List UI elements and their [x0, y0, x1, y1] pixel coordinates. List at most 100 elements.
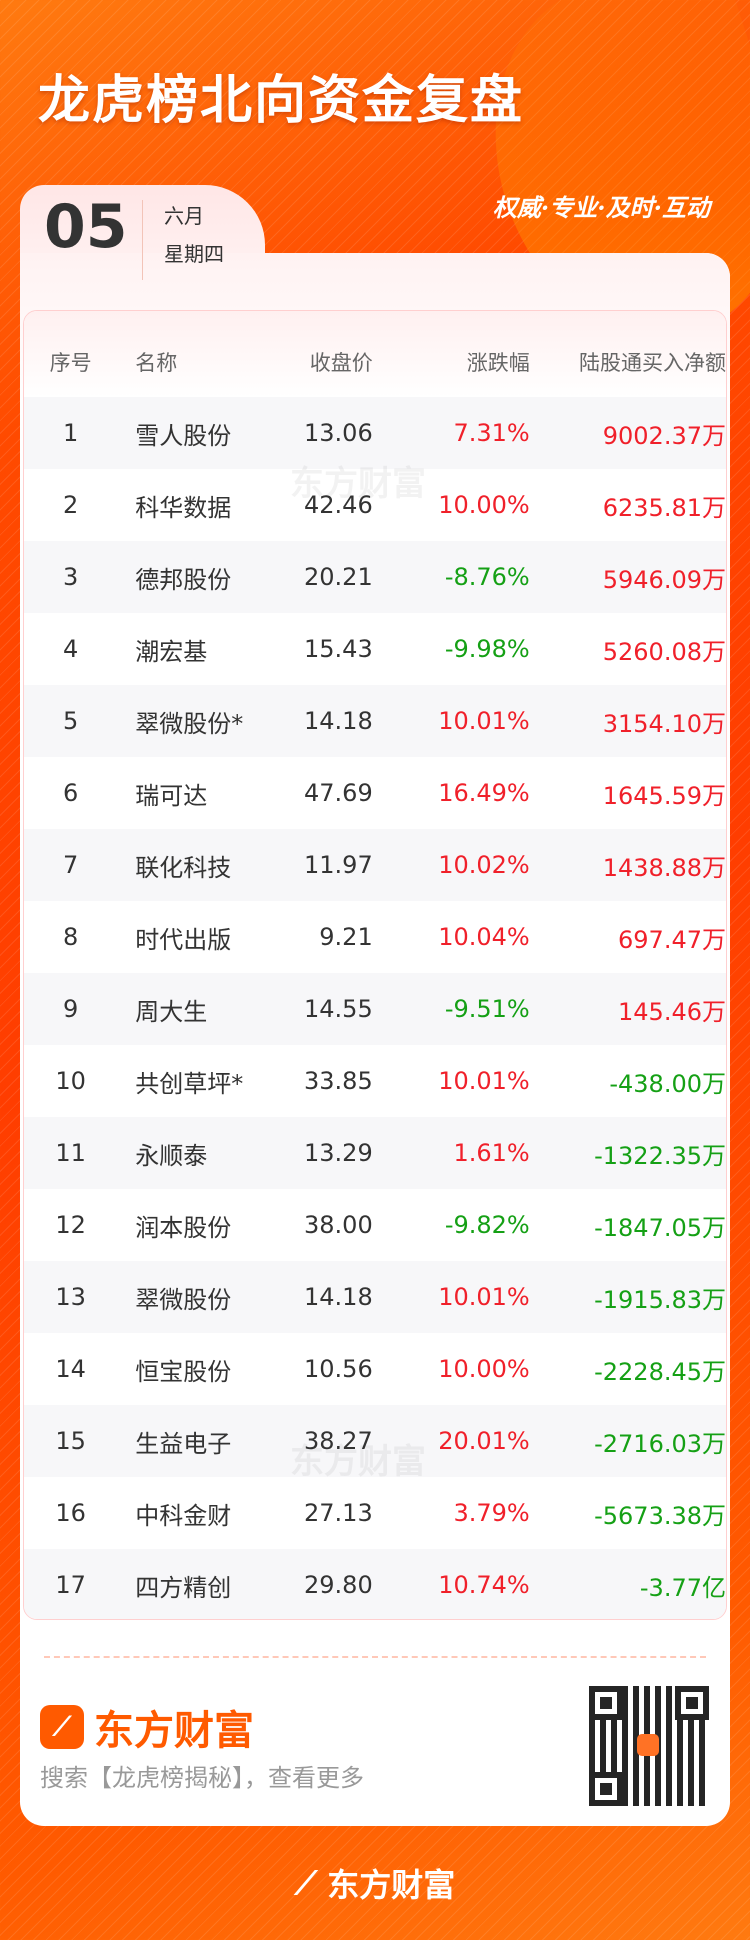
net-buy: -2716.03万 — [594, 1429, 726, 1458]
change-pct: 16.49% — [438, 779, 530, 807]
stock-name[interactable]: 四方精创 — [135, 1573, 232, 1602]
stock-name[interactable]: 科华数据 — [135, 493, 232, 522]
net-buy: -3.77亿 — [639, 1573, 726, 1602]
date-month: 六月 — [164, 204, 204, 228]
close-price: 13.29 — [304, 1139, 373, 1167]
table-row: 15 生益电子 38.27 20.01% -2716.03万 — [24, 1405, 726, 1477]
rank: 11 — [55, 1139, 86, 1167]
stock-name[interactable]: 润本股份 — [135, 1213, 232, 1242]
table-header: 序号 名称 收盘价 涨跌幅 陆股通买入净额 — [24, 311, 726, 397]
footer-brand: ⟋ 东方财富 — [0, 1860, 750, 1906]
change-pct: -9.98% — [444, 635, 530, 663]
rank: 4 — [62, 635, 79, 663]
search-hint: 搜索【龙虎榜揭秘】，查看更多 — [40, 1764, 364, 1792]
rank: 1 — [62, 419, 79, 447]
change-pct: 7.31% — [453, 419, 530, 447]
change-pct: -9.51% — [444, 995, 530, 1023]
stock-name[interactable]: 瑞可达 — [135, 781, 208, 810]
close-price: 38.00 — [304, 1211, 373, 1239]
close-price: 9.21 — [319, 923, 373, 951]
net-buy: 9002.37万 — [602, 421, 726, 450]
close-price: 33.85 — [304, 1067, 373, 1095]
rank: 10 — [55, 1067, 86, 1095]
rank: 17 — [55, 1571, 86, 1599]
col-change: 涨跌幅 — [466, 351, 530, 375]
table-row: 16 中科金财 27.13 3.79% -5673.38万 — [24, 1477, 726, 1549]
stock-name[interactable]: 雪人股份 — [135, 421, 232, 450]
rank: 9 — [62, 995, 79, 1023]
rank: 12 — [55, 1211, 86, 1239]
close-price: 38.27 — [304, 1427, 373, 1455]
rank: 3 — [62, 563, 79, 591]
close-price: 27.13 — [304, 1499, 373, 1527]
table-row: 6 瑞可达 47.69 16.49% 1645.59万 — [24, 757, 726, 829]
col-net-buy: 陆股通买入净额 — [579, 351, 726, 375]
table-row: 1 雪人股份 13.06 7.31% 9002.37万 — [24, 397, 726, 469]
stock-name[interactable]: 中科金财 — [135, 1501, 232, 1530]
stock-name[interactable]: 潮宏基 — [135, 637, 208, 666]
col-rank: 序号 — [49, 351, 92, 375]
change-pct: 10.00% — [438, 1355, 530, 1383]
net-buy: -1915.83万 — [594, 1285, 726, 1314]
close-price: 11.97 — [304, 851, 373, 879]
net-buy: 3154.10万 — [602, 709, 726, 738]
net-buy: 5260.08万 — [602, 637, 726, 666]
stock-name[interactable]: 联化科技 — [135, 853, 232, 882]
stock-name[interactable]: 恒宝股份 — [135, 1357, 232, 1386]
stock-name[interactable]: 德邦股份 — [135, 565, 232, 594]
slogan: 权威·专业·及时·互动 — [492, 193, 710, 222]
net-buy: -2228.45万 — [594, 1357, 726, 1386]
close-price: 29.80 — [304, 1571, 373, 1599]
net-buy: 1645.59万 — [602, 781, 726, 810]
stock-name[interactable]: 生益电子 — [135, 1429, 232, 1458]
stock-name[interactable]: 永顺泰 — [135, 1141, 208, 1170]
net-buy: 5946.09万 — [602, 565, 726, 594]
close-price: 10.56 — [304, 1355, 373, 1383]
close-price: 15.43 — [304, 635, 373, 663]
brand-name: 东方财富 — [94, 1708, 254, 1754]
close-price: 14.18 — [304, 1283, 373, 1311]
rank: 14 — [55, 1355, 86, 1383]
table-row: 14 恒宝股份 10.56 10.00% -2228.45万 — [24, 1333, 726, 1405]
change-pct: 10.00% — [438, 491, 530, 519]
rank: 7 — [62, 851, 79, 879]
page-title: 龙虎榜北向资金复盘 — [38, 71, 525, 131]
stock-name[interactable]: 翠微股份 — [135, 1285, 232, 1314]
table-row: 13 翠微股份 14.18 10.01% -1915.83万 — [24, 1261, 726, 1333]
table-row: 10 共创草坪* 33.85 10.01% -438.00万 — [24, 1045, 726, 1117]
stock-name[interactable]: 翠微股份* — [135, 709, 244, 738]
close-price: 20.21 — [304, 563, 373, 591]
net-buy: -1847.05万 — [594, 1213, 726, 1242]
table-body: 1 雪人股份 13.06 7.31% 9002.37万 2 科华数据 42.46 … — [24, 397, 726, 1619]
stock-name[interactable]: 周大生 — [135, 997, 208, 1026]
footer-brand-name: 东方财富 — [327, 1866, 456, 1904]
net-buy: -438.00万 — [609, 1069, 726, 1098]
change-pct: 1.61% — [453, 1139, 530, 1167]
eastmoney-logo-icon: ⟋ — [294, 1863, 318, 1902]
change-pct: 20.01% — [438, 1427, 530, 1455]
rank: 2 — [62, 491, 79, 519]
rank: 15 — [55, 1427, 86, 1455]
change-pct: 10.02% — [438, 851, 530, 879]
date-weekday: 星期四 — [164, 242, 224, 266]
stock-name[interactable]: 共创草坪* — [135, 1069, 244, 1098]
table-row: 5 翠微股份* 14.18 10.01% 3154.10万 — [24, 685, 726, 757]
close-price: 14.18 — [304, 707, 373, 735]
net-buy: -1322.35万 — [594, 1141, 726, 1170]
rank: 6 — [62, 779, 79, 807]
col-name: 名称 — [135, 351, 178, 375]
table-row: 7 联化科技 11.97 10.02% 1438.88万 — [24, 829, 726, 901]
change-pct: 3.79% — [453, 1499, 530, 1527]
net-buy: 1438.88万 — [602, 853, 726, 882]
change-pct: 10.01% — [438, 1283, 530, 1311]
change-pct: 10.04% — [438, 923, 530, 951]
close-price: 13.06 — [304, 419, 373, 447]
net-buy: 6235.81万 — [602, 493, 726, 522]
table-row: 12 润本股份 38.00 -9.82% -1847.05万 — [24, 1189, 726, 1261]
table-row: 11 永顺泰 13.29 1.61% -1322.35万 — [24, 1117, 726, 1189]
col-price: 收盘价 — [309, 351, 373, 375]
close-price: 47.69 — [304, 779, 373, 807]
net-buy: 145.46万 — [618, 997, 726, 1026]
rank: 13 — [55, 1283, 86, 1311]
stock-name[interactable]: 时代出版 — [135, 925, 232, 954]
